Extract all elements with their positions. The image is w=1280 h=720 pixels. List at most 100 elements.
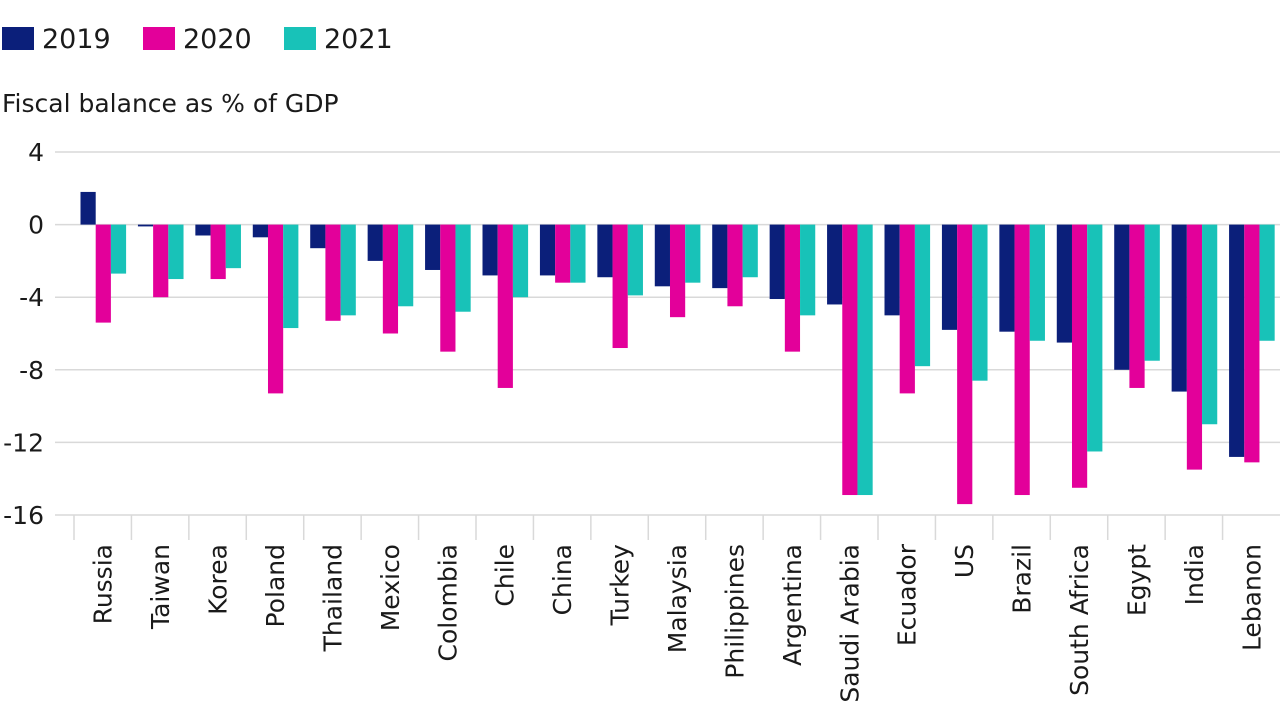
- x-category-label-thailand: Thailand: [318, 544, 347, 652]
- bar-argentina-2020: [784, 224, 801, 352]
- legend-swatch-2021: [284, 27, 316, 50]
- legend: 2019 2020 2021: [2, 24, 393, 55]
- legend-label-2019: 2019: [42, 24, 111, 55]
- y-tick-label: 4: [28, 138, 44, 167]
- y-tick-label: -8: [19, 356, 44, 385]
- x-category-label-turkey: Turkey: [606, 544, 635, 627]
- bar-colombia-2020: [440, 224, 456, 352]
- bar-argentina-2021: [800, 224, 816, 316]
- bar-china-2020: [555, 224, 571, 283]
- bar-chile-2021: [512, 224, 529, 298]
- bar-group-us: [941, 224, 988, 505]
- bar-philippines-2019: [712, 224, 728, 289]
- bar-group-mexico: [367, 224, 414, 334]
- legend-swatch-2019: [2, 27, 34, 50]
- x-category-label-south-africa: South Africa: [1065, 544, 1094, 696]
- bar-mexico-2020: [382, 224, 399, 334]
- bar-group-chile: [482, 224, 529, 388]
- x-category-label-argentina: Argentina: [778, 544, 807, 666]
- bar-taiwan-2019: [137, 224, 154, 227]
- legend-label-2021: 2021: [324, 24, 393, 55]
- bar-group-india: [1171, 224, 1218, 470]
- bar-taiwan-2020: [153, 224, 169, 298]
- bar-lebanon-2019: [1229, 224, 1245, 457]
- bar-korea-2021: [225, 224, 241, 269]
- bar-group-russia: [80, 191, 127, 323]
- bar-egypt-2020: [1129, 224, 1145, 388]
- bar-poland-2019: [252, 224, 268, 238]
- y-axis-label: Fiscal balance as % of GDP: [2, 89, 339, 118]
- bar-egypt-2021: [1144, 224, 1160, 361]
- bar-group-philippines: [712, 224, 758, 307]
- bar-russia-2021: [110, 224, 127, 274]
- bar-india-2019: [1171, 224, 1187, 392]
- bar-chile-2020: [497, 224, 513, 388]
- bar-taiwan-2021: [168, 224, 184, 280]
- bar-group-south-africa: [1056, 224, 1103, 488]
- bar-group-lebanon: [1229, 224, 1275, 463]
- x-category-label-brazil: Brazil: [1008, 544, 1037, 614]
- legend-item-2021: 2021: [284, 24, 393, 55]
- bar-group-argentina: [769, 224, 816, 352]
- bar-korea-2020: [210, 224, 226, 280]
- x-category-label-taiwan: Taiwan: [146, 544, 175, 630]
- bar-south-africa-2021: [1087, 224, 1103, 452]
- x-category-label-mexico: Mexico: [376, 544, 405, 631]
- bar-china-2021: [570, 224, 586, 283]
- legend-item-2020: 2020: [143, 24, 252, 55]
- y-tick-label: -4: [19, 283, 44, 312]
- bar-group-taiwan: [137, 224, 184, 298]
- bar-india-2021: [1202, 224, 1218, 425]
- bar-brazil-2019: [999, 224, 1015, 332]
- bar-india-2020: [1186, 224, 1203, 470]
- bar-ecuador-2019: [884, 224, 900, 316]
- bar-us-2020: [957, 224, 973, 505]
- bar-philippines-2021: [742, 224, 758, 278]
- bar-group-malaysia: [654, 224, 701, 318]
- bar-russia-2020: [95, 224, 111, 323]
- bar-philippines-2020: [727, 224, 743, 307]
- legend-swatch-2020: [143, 27, 175, 50]
- bar-malaysia-2020: [669, 224, 686, 318]
- bar-korea-2019: [195, 224, 211, 236]
- x-axis: Russia Taiwan Korea Poland Thailand Mexico Col…: [73, 515, 1266, 703]
- bar-group-saudi-arabia: [827, 224, 873, 496]
- bar-brazil-2021: [1029, 224, 1045, 341]
- x-category-label-colombia: Colombia: [433, 544, 462, 661]
- bar-chile-2019: [482, 224, 498, 276]
- bar-thailand-2021: [340, 224, 356, 316]
- legend-item-2019: 2019: [2, 24, 111, 55]
- bar-malaysia-2019: [654, 224, 670, 287]
- bar-poland-2021: [283, 224, 299, 329]
- y-tick-label: -16: [3, 501, 44, 530]
- y-tick-label: 0: [28, 211, 44, 240]
- bar-group-colombia: [425, 224, 471, 352]
- x-category-label-india: India: [1180, 544, 1209, 605]
- bar-colombia-2021: [455, 224, 471, 312]
- bar-ecuador-2021: [914, 224, 931, 367]
- x-category-label-egypt: Egypt: [1122, 544, 1151, 616]
- bar-malaysia-2021: [685, 224, 701, 283]
- x-category-label-poland: Poland: [261, 544, 290, 627]
- x-category-label-chile: Chile: [491, 544, 520, 607]
- bar-group-ecuador: [884, 224, 931, 394]
- x-category-label-russia: Russia: [89, 544, 118, 624]
- bar-thailand-2020: [325, 224, 341, 321]
- bar-lebanon-2021: [1259, 224, 1275, 341]
- x-category-label-lebanon: Lebanon: [1237, 544, 1266, 651]
- bar-colombia-2019: [425, 224, 441, 270]
- bar-saudi-arabia-2021: [857, 224, 873, 496]
- x-category-label-malaysia: Malaysia: [663, 544, 692, 653]
- bar-turkey-2021: [627, 224, 643, 296]
- legend-label-2020: 2020: [183, 24, 252, 55]
- bar-lebanon-2020: [1244, 224, 1260, 463]
- bar-argentina-2019: [769, 224, 785, 300]
- bar-us-2019: [941, 224, 958, 330]
- bar-group-korea: [195, 224, 241, 280]
- x-category-label-china: China: [548, 544, 577, 615]
- bar-mexico-2019: [367, 224, 383, 261]
- bar-turkey-2020: [612, 224, 628, 349]
- y-tick-label: -12: [3, 428, 44, 457]
- x-category-label-philippines: Philippines: [720, 544, 749, 679]
